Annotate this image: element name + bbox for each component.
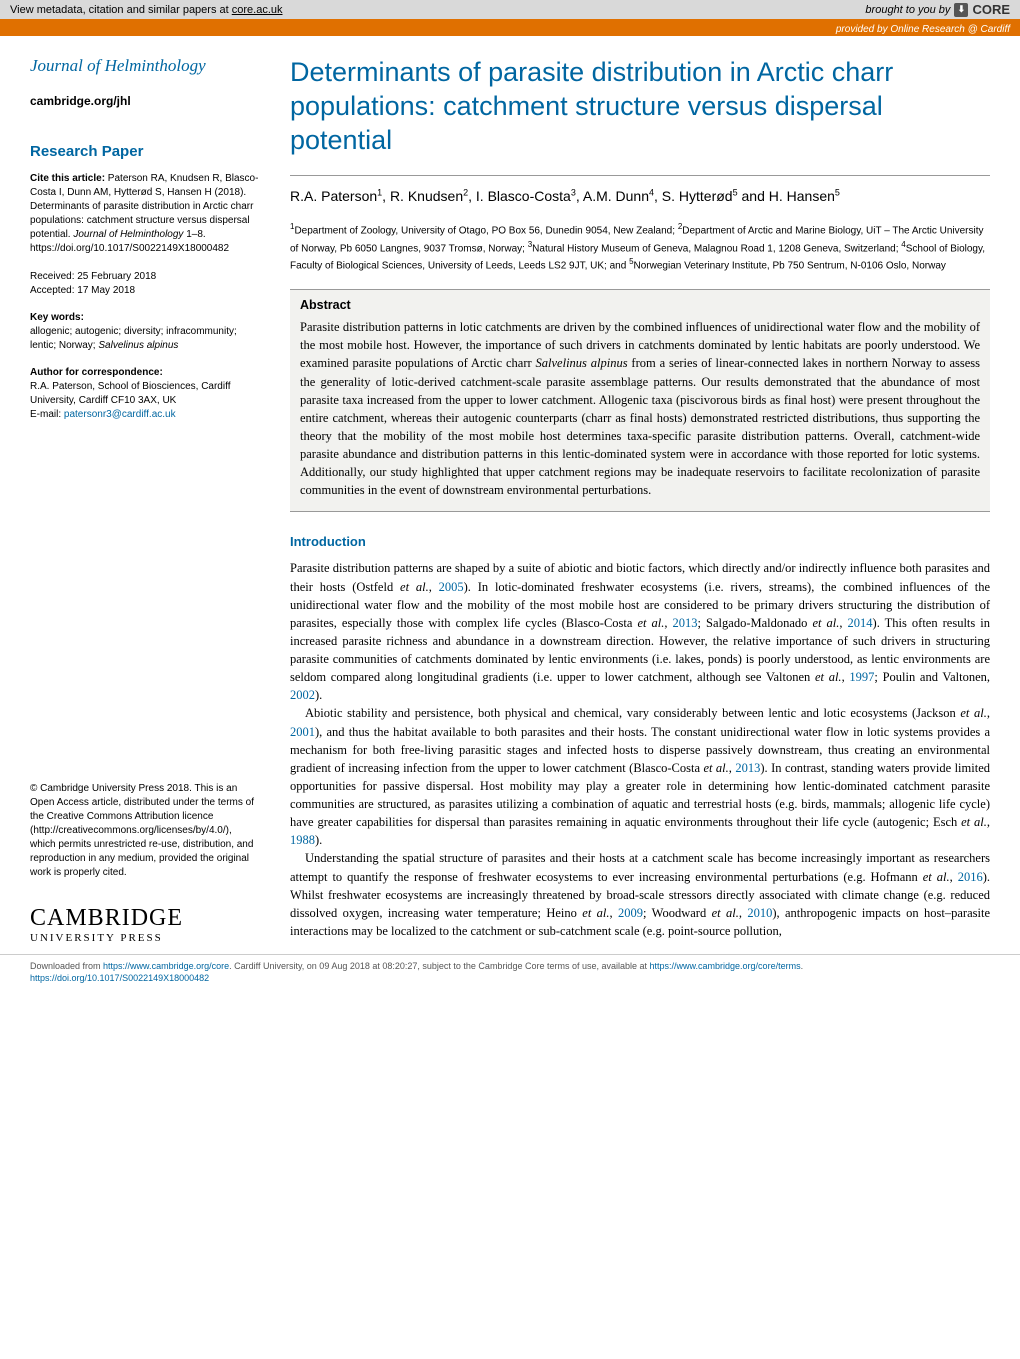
abstract-box: Abstract Parasite distribution patterns … [290,289,990,512]
logo-university-press: UNIVERSITY PRESS [30,932,260,944]
journal-url[interactable]: cambridge.org/jhl [30,94,260,108]
provided-by-bar: provided by Online Research @ Cardiff [0,23,1020,36]
core-link[interactable]: core.ac.uk [232,4,283,16]
sidebar: Journal of Helminthology cambridge.org/j… [30,56,260,944]
cite-label: Cite this article: [30,173,105,184]
spacer [30,422,260,782]
dates-block: Received: 25 February 2018 Accepted: 17 … [30,270,260,298]
keywords-header: Key words: [30,312,260,323]
footer: Downloaded from https://www.cambridge.or… [0,954,1020,990]
cambridge-logo: CAMBRIDGE UNIVERSITY PRESS [30,905,260,944]
logo-cambridge: CAMBRIDGE [30,905,260,932]
paragraph-3: Understanding the spatial structure of p… [290,849,990,940]
received-date: Received: 25 February 2018 [30,270,260,284]
footer-terms-url[interactable]: https://www.cambridge.org/core/terms [650,961,801,971]
introduction-header: Introduction [290,534,990,549]
article-type: Research Paper [30,143,260,160]
accepted-date: Accepted: 17 May 2018 [30,284,260,298]
abstract-text: Parasite distribution patterns in lotic … [300,318,980,499]
page-content: Journal of Helminthology cambridge.org/j… [0,36,1020,954]
correspondence-header: Author for correspondence: [30,367,260,378]
core-logo: CORE [972,2,1010,17]
keywords-list: allogenic; autogenic; diversity; infraco… [30,325,260,353]
core-icon: ⬇ [954,3,968,17]
article-title: Determinants of parasite distribution in… [290,56,990,157]
license-text: © Cambridge University Press 2018. This … [30,782,260,880]
affiliations: 1Department of Zoology, University of Ot… [290,221,990,273]
authors: R.A. Paterson1, R. Knudsen2, I. Blasco-C… [290,186,990,207]
correspondence-block: R.A. Paterson, School of Biosciences, Ca… [30,380,260,422]
metadata-link-text[interactable]: View metadata, citation and similar pape… [10,4,283,16]
body-text: Parasite distribution patterns are shape… [290,559,990,940]
citation-block: Cite this article: Paterson RA, Knudsen … [30,172,260,256]
paragraph-1: Parasite distribution patterns are shape… [290,559,990,704]
footer-doi[interactable]: https://doi.org/10.1017/S0022149X1800048… [30,973,209,983]
journal-title: Journal of Helminthology [30,56,260,76]
footer-core-url[interactable]: https://www.cambridge.org/core [103,961,229,971]
title-rule [290,175,990,176]
paragraph-2: Abiotic stability and persistence, both … [290,704,990,849]
main-column: Determinants of parasite distribution in… [290,56,990,944]
abstract-header: Abstract [300,298,980,312]
brought-by: brought to you by ⬇ CORE [865,2,1010,17]
core-banner: View metadata, citation and similar pape… [0,0,1020,23]
correspondence-email[interactable]: patersonr3@cardiff.ac.uk [64,409,176,420]
